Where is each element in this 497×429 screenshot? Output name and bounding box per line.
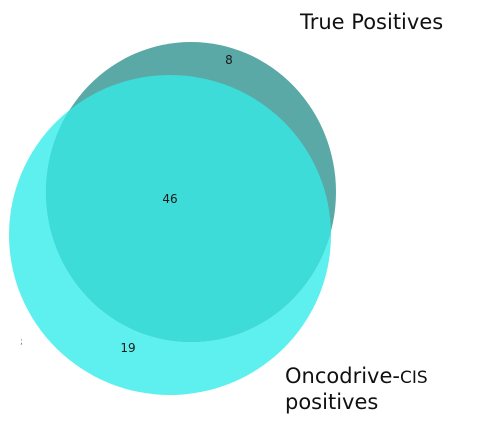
true-positives-label-text: True Positives xyxy=(300,10,444,34)
intersection-count: 46 xyxy=(162,192,177,206)
true-positives-label: True Positives xyxy=(300,9,443,35)
oncodrive-positives-label: Oncodrive-CIS positives xyxy=(285,363,428,416)
oncodrive-label-line1: Oncodrive-CIS xyxy=(285,363,428,389)
stray-mark: ; xyxy=(20,337,24,347)
oncodrive-label-main: Oncodrive- xyxy=(285,364,400,388)
only-true-positives-count: 8 xyxy=(225,53,233,67)
oncodrive-label-line2: positives xyxy=(285,390,379,415)
only-oncodrive-count: 19 xyxy=(120,341,135,355)
oncodrive-label-cis: CIS xyxy=(399,368,428,388)
intersection-region xyxy=(46,75,331,342)
